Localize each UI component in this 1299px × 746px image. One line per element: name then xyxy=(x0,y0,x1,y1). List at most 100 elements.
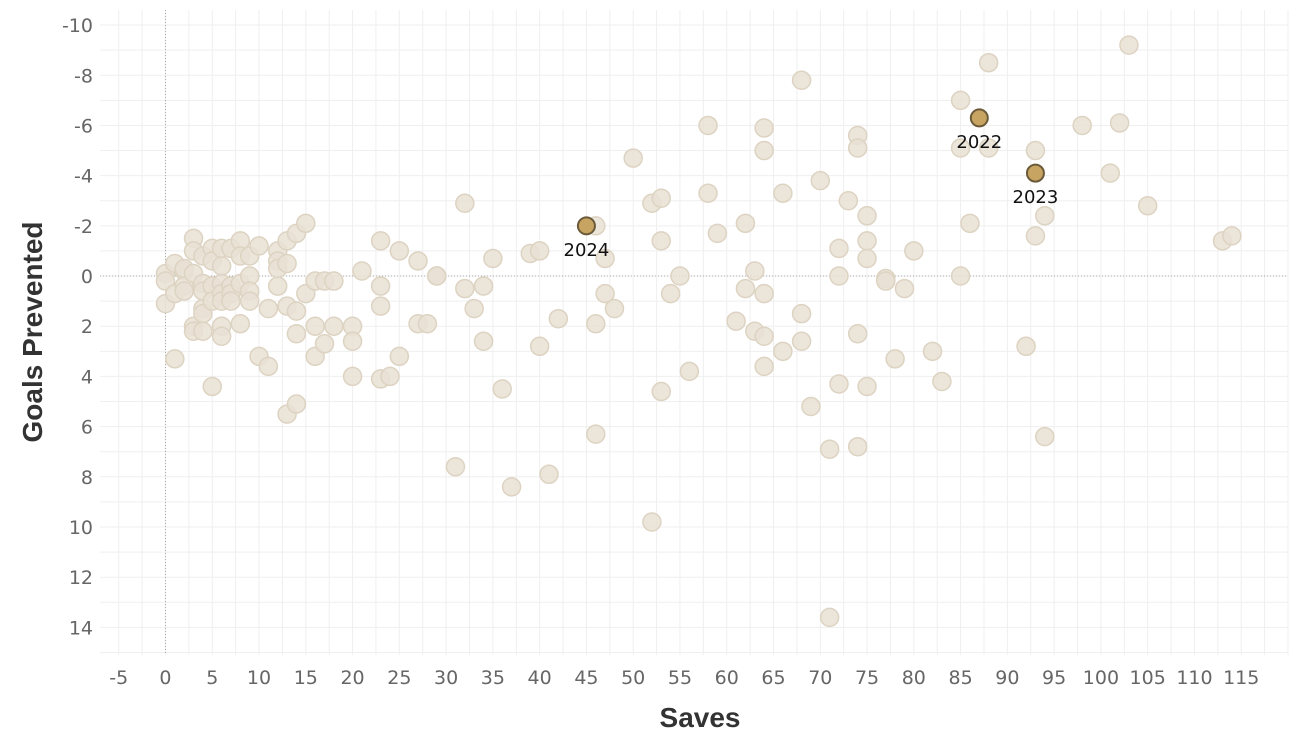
data-point xyxy=(165,349,185,369)
data-point xyxy=(211,256,232,276)
data-point xyxy=(324,316,344,336)
data-point xyxy=(651,231,672,251)
data-point xyxy=(950,138,971,158)
data-point xyxy=(735,278,756,299)
data-point xyxy=(819,607,840,628)
highlight-point xyxy=(969,108,989,128)
data-point xyxy=(249,236,269,256)
x-tick-label: 95 xyxy=(1042,667,1066,689)
x-tick-label: 60 xyxy=(715,667,739,689)
y-tick-label: 8 xyxy=(81,467,93,489)
data-point xyxy=(389,346,410,367)
data-points xyxy=(155,35,1242,628)
data-point xyxy=(239,291,260,311)
x-tick-label: 65 xyxy=(761,667,785,689)
data-point xyxy=(857,376,877,397)
data-point xyxy=(819,439,840,459)
data-point xyxy=(221,291,241,311)
data-point xyxy=(670,266,690,286)
x-tick-label: 25 xyxy=(387,667,411,689)
data-point xyxy=(529,336,550,357)
y-tick-label: 6 xyxy=(81,417,93,439)
data-point xyxy=(492,379,512,399)
x-axis-title: Saves xyxy=(660,702,741,733)
data-point xyxy=(857,206,877,226)
data-point xyxy=(314,334,335,354)
data-point xyxy=(277,253,297,274)
data-point xyxy=(586,313,606,334)
data-point xyxy=(174,281,194,301)
data-point xyxy=(791,70,812,91)
data-point xyxy=(473,276,494,296)
data-point xyxy=(455,193,475,213)
data-point xyxy=(754,118,774,138)
data-point xyxy=(829,374,849,394)
data-point xyxy=(810,170,831,191)
data-point xyxy=(745,261,765,281)
x-tick-label: 90 xyxy=(995,667,1019,689)
data-point xyxy=(651,381,672,402)
data-point xyxy=(1016,336,1036,357)
x-tick-label: 115 xyxy=(1223,667,1259,689)
data-point xyxy=(464,298,484,319)
data-point xyxy=(305,316,325,336)
y-tick-label: -8 xyxy=(74,65,93,87)
data-point xyxy=(754,283,774,304)
y-tick-label: -4 xyxy=(74,166,93,188)
y-tick-label: 4 xyxy=(81,366,93,388)
data-point xyxy=(885,349,905,369)
data-point xyxy=(473,331,494,352)
x-tick-label: -5 xyxy=(109,667,128,689)
y-tick-label: -10 xyxy=(62,15,93,37)
data-point xyxy=(230,313,251,334)
x-tick-label: 40 xyxy=(528,667,552,689)
highlight-point-label: 2023 xyxy=(1013,187,1059,208)
data-point xyxy=(857,248,877,269)
data-point xyxy=(660,283,681,304)
data-point xyxy=(286,394,307,414)
data-point xyxy=(389,241,410,261)
y-tick-label: 14 xyxy=(69,617,93,639)
data-point xyxy=(548,308,569,329)
x-tick-label: 100 xyxy=(1083,667,1119,689)
data-point xyxy=(894,278,915,299)
data-point xyxy=(829,238,849,259)
x-tick-label: 110 xyxy=(1176,667,1212,689)
data-point xyxy=(370,296,391,316)
data-point xyxy=(829,266,849,286)
data-point xyxy=(726,311,746,331)
x-tick-label: 55 xyxy=(668,667,692,689)
x-axis-ticks: -5 0 5 10 15 20 25 30 35 40 45 50 55 60 65 70 75 80 85 90 95… xyxy=(109,667,1259,689)
data-point xyxy=(1025,140,1046,161)
data-point xyxy=(445,457,466,477)
highlight-points: 2022 2023 2024 xyxy=(564,108,1059,261)
y-tick-label: 10 xyxy=(69,517,93,539)
data-point xyxy=(595,248,615,269)
data-point xyxy=(651,188,672,208)
data-point xyxy=(286,324,307,344)
data-point xyxy=(801,396,821,417)
data-point xyxy=(876,271,896,291)
data-point xyxy=(791,303,812,324)
gridlines xyxy=(100,10,1289,655)
data-point xyxy=(342,331,363,352)
data-point xyxy=(352,261,372,281)
data-point xyxy=(427,266,447,286)
x-tick-label: 0 xyxy=(159,667,171,689)
data-point xyxy=(539,464,559,485)
x-tick-label: 30 xyxy=(434,667,458,689)
x-tick-label: 10 xyxy=(247,667,271,689)
highlight-point-label: 2022 xyxy=(956,132,1002,153)
data-point xyxy=(370,231,391,251)
data-point xyxy=(408,251,428,271)
data-point xyxy=(960,213,980,234)
data-point xyxy=(791,331,812,352)
data-point xyxy=(1119,35,1139,55)
x-tick-label: 5 xyxy=(206,667,218,689)
data-point xyxy=(1072,115,1092,136)
x-tick-label: 105 xyxy=(1130,667,1166,689)
data-point xyxy=(202,376,223,397)
data-point xyxy=(773,341,793,362)
data-point xyxy=(529,241,550,261)
